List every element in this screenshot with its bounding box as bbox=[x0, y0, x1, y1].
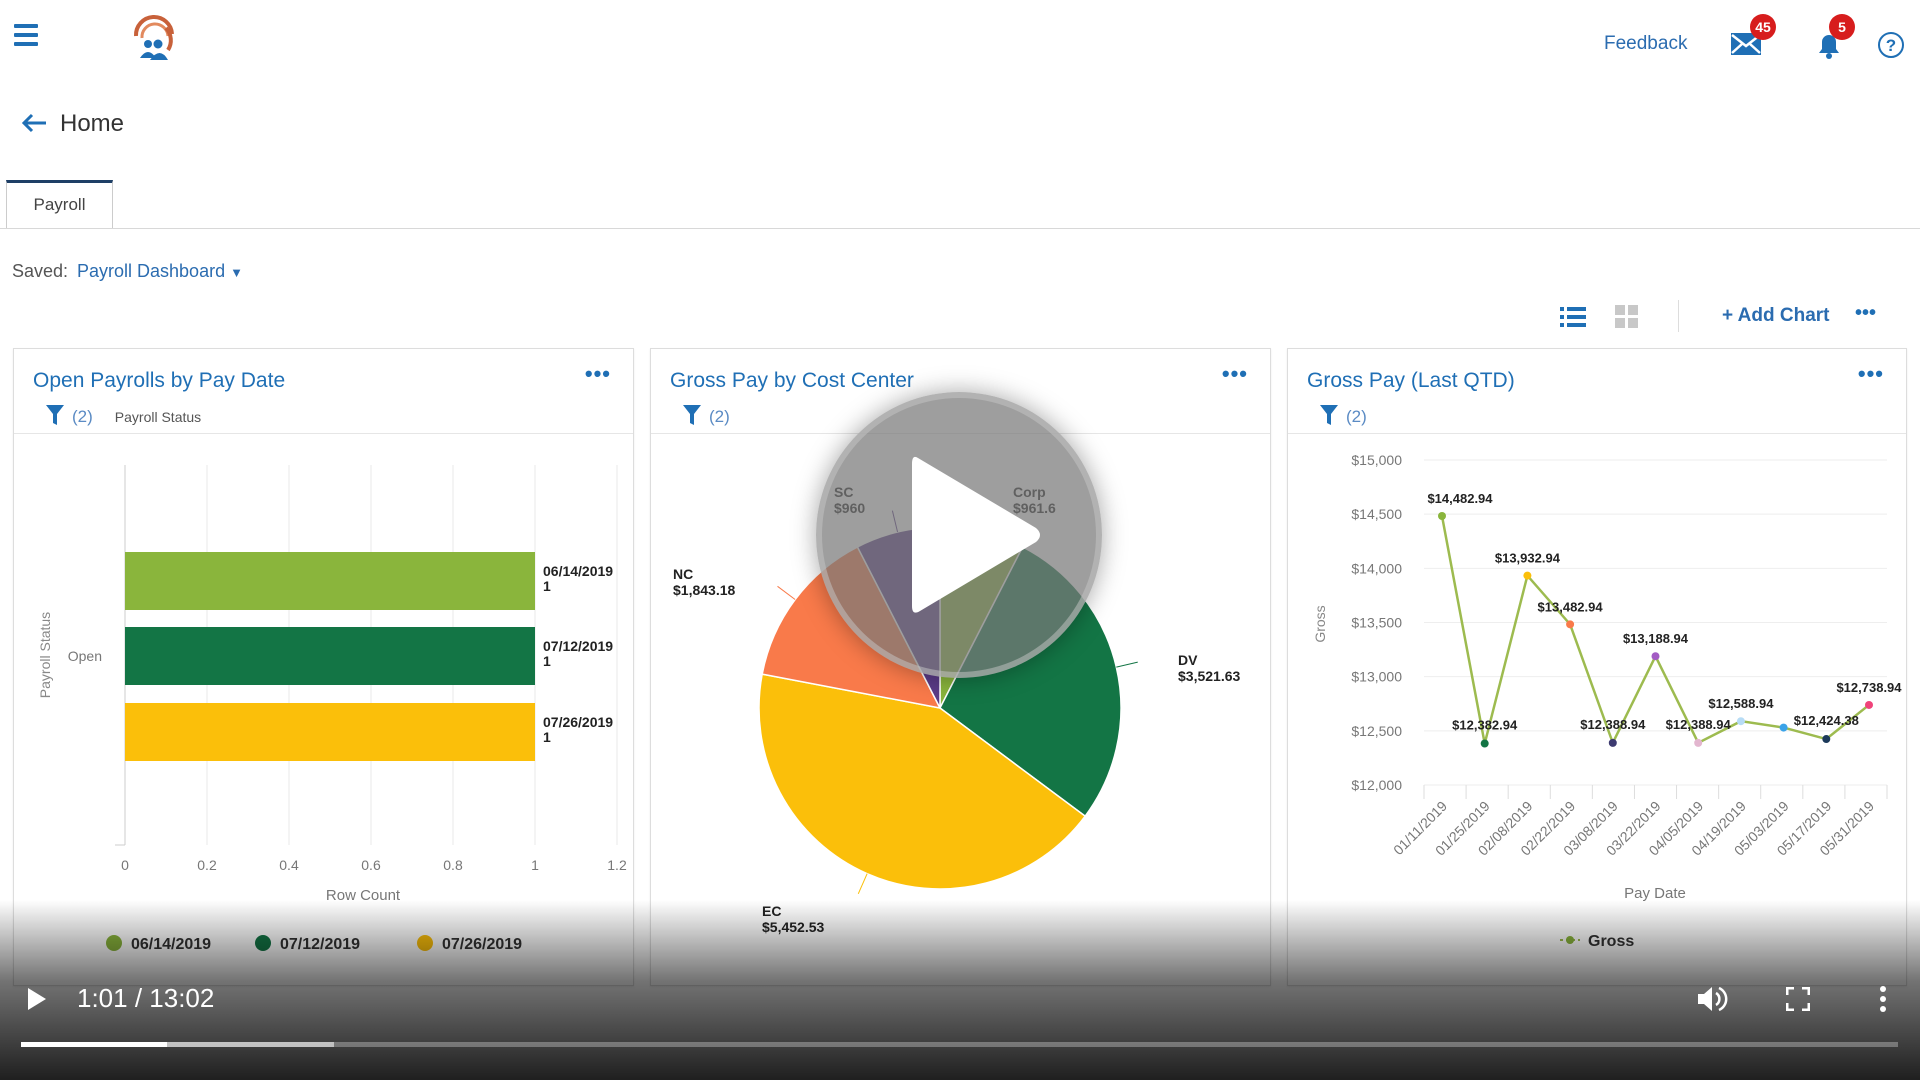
bell-icon bbox=[1819, 35, 1839, 59]
fullscreen-button[interactable] bbox=[1786, 987, 1810, 1011]
buffered-bar bbox=[21, 1042, 335, 1047]
chart-card-open-payrolls: Open Payrolls by Pay Date ••• (2) Payroll… bbox=[13, 348, 634, 986]
video-progress-bar[interactable] bbox=[21, 1042, 1898, 1047]
mail-icon bbox=[1731, 33, 1761, 55]
filter-icon bbox=[1320, 405, 1338, 425]
played-bar bbox=[21, 1042, 168, 1047]
more-options-button[interactable] bbox=[1879, 985, 1887, 1013]
back-arrow-icon[interactable] bbox=[20, 112, 48, 134]
card-title: Gross Pay (Last QTD) bbox=[1307, 369, 1515, 392]
card-filter[interactable]: (2) Payroll Status bbox=[46, 405, 201, 427]
card-more-button[interactable]: ••• bbox=[1857, 361, 1884, 386]
video-controls-shade bbox=[0, 900, 1920, 1080]
page-title: Home bbox=[60, 110, 125, 137]
card-filter[interactable]: (2) bbox=[1320, 405, 1367, 427]
filter-count: (2) bbox=[72, 407, 93, 426]
toolbar-separator bbox=[1678, 300, 1679, 332]
feedback-link[interactable]: Feedback bbox=[1604, 33, 1688, 54]
card-divider bbox=[1288, 433, 1906, 434]
card-title: Gross Pay by Cost Center bbox=[670, 369, 914, 392]
notification-badge: 5 bbox=[1829, 14, 1855, 40]
grid-view-icon[interactable] bbox=[1615, 305, 1639, 329]
card-title: Open Payrolls by Pay Date bbox=[33, 369, 286, 392]
filter-icon bbox=[683, 405, 701, 425]
mail-button[interactable]: 45 bbox=[1730, 14, 1776, 61]
mail-badge: 45 bbox=[1750, 14, 1776, 40]
video-play-overlay-button[interactable] bbox=[816, 392, 1102, 678]
card-filter[interactable]: (2) bbox=[683, 405, 730, 427]
card-more-button[interactable]: ••• bbox=[1221, 361, 1248, 386]
video-time: 1:01 / 13:02 bbox=[77, 983, 215, 1013]
card-more-button[interactable]: ••• bbox=[584, 361, 611, 386]
filter-label: Payroll Status bbox=[114, 409, 202, 425]
chart-card-gross-last-qtd: Gross Pay (Last QTD) ••• (2) bbox=[1287, 348, 1907, 986]
volume-button[interactable] bbox=[1696, 985, 1728, 1013]
saved-view-dropdown[interactable]: Payroll Dashboard ▼ bbox=[77, 261, 243, 282]
filter-icon bbox=[46, 405, 64, 425]
saved-view-value: Payroll Dashboard bbox=[77, 261, 226, 281]
filter-count: (2) bbox=[1346, 407, 1367, 426]
saved-label: Saved: bbox=[12, 261, 69, 281]
caret-down-icon: ▼ bbox=[230, 265, 243, 280]
tab-payroll[interactable]: Payroll bbox=[6, 180, 113, 229]
menu-icon[interactable] bbox=[14, 24, 38, 48]
play-button[interactable] bbox=[26, 987, 48, 1011]
play-icon bbox=[912, 456, 1040, 613]
tab-divider bbox=[0, 228, 1920, 229]
logo bbox=[133, 14, 174, 60]
filter-count: (2) bbox=[709, 407, 730, 426]
list-view-icon[interactable] bbox=[1560, 306, 1586, 328]
notifications-button[interactable]: 5 bbox=[1815, 14, 1855, 65]
dashboard-more-button[interactable]: ••• bbox=[1855, 302, 1877, 324]
help-icon[interactable]: ? bbox=[1877, 31, 1905, 59]
add-chart-button[interactable]: + Add Chart bbox=[1722, 305, 1830, 326]
card-divider bbox=[14, 433, 633, 434]
svg-text:?: ? bbox=[1886, 36, 1896, 55]
